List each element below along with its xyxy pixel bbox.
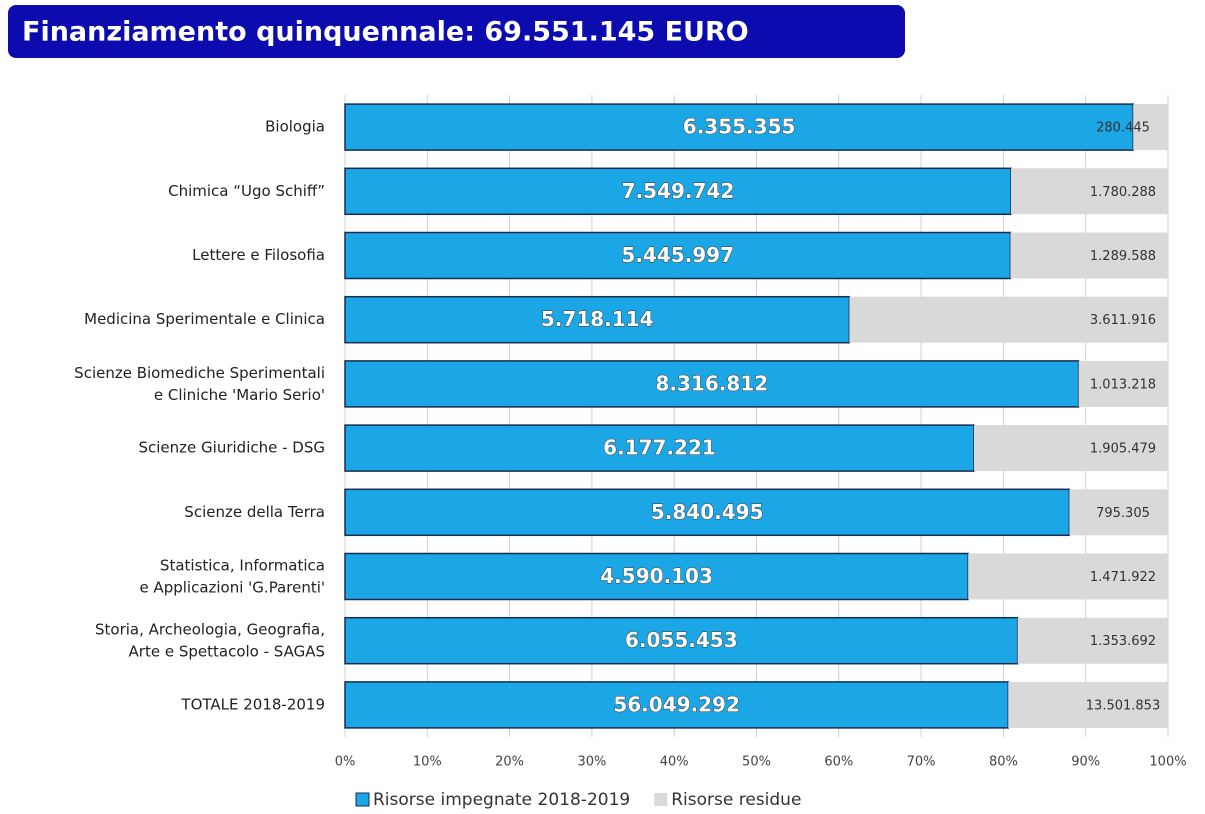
data-label: 7.549.742: [622, 179, 735, 203]
x-tick-label: 90%: [1071, 755, 1100, 770]
chart-title: Finanziamento quinquennale: 69.551.145 E…: [22, 17, 749, 48]
y-tick-label: Scienze della Terra: [184, 503, 325, 521]
legend-label: Risorse impegnate 2018-2019: [373, 790, 630, 810]
x-tick-label: 40%: [660, 755, 689, 770]
y-tick-label: Biologia: [265, 118, 325, 136]
data-label: 795.305: [1096, 506, 1150, 521]
x-tick-label: 60%: [824, 755, 853, 770]
bar-segment: [1010, 168, 1168, 215]
data-label: 3.611.916: [1090, 313, 1156, 328]
data-label: 1.471.922: [1090, 570, 1156, 585]
data-label: 5.718.114: [541, 307, 654, 331]
data-label: 1.780.288: [1090, 185, 1156, 200]
data-label: 6.177.221: [603, 436, 716, 460]
x-tick-label: 70%: [907, 755, 936, 770]
data-label: 1.905.479: [1090, 442, 1156, 457]
bar-segment: [344, 231, 1012, 280]
x-tick-label: 100%: [1149, 755, 1186, 770]
data-label: 5.445.997: [621, 243, 734, 267]
x-tick-label: 50%: [742, 755, 771, 770]
bar-segment: [344, 552, 969, 601]
y-tick-label: TOTALE 2018-2019: [180, 695, 325, 713]
bar-segment: [1008, 681, 1168, 728]
bar-segment: [344, 167, 1012, 216]
bar-segment: [973, 425, 1168, 472]
y-tick-label: Storia, Archeologia, Geografia, Arte e Sp…: [95, 620, 325, 660]
bar-segment: [1133, 104, 1168, 151]
x-tick-label: 20%: [495, 755, 524, 770]
bar-segment: [1017, 617, 1168, 664]
x-tick-label: 80%: [989, 755, 1018, 770]
bar-segment: [344, 295, 851, 344]
bar-segment: [344, 616, 1019, 665]
bar-segment: [344, 424, 975, 472]
data-label: 8.316.812: [656, 371, 769, 395]
y-tick-label: Chimica “Ugo Schiff”: [168, 182, 325, 200]
data-label: 1.289.588: [1090, 249, 1156, 264]
data-label: 56.049.292: [613, 692, 740, 716]
data-label: 1.353.692: [1090, 634, 1156, 649]
data-label: 280.445: [1096, 121, 1150, 136]
bar-segment: [1010, 232, 1168, 279]
legend-label: Risorse residue: [671, 790, 801, 810]
y-tick-label: Medicina Sperimentale e Clinica: [84, 310, 325, 328]
legend-swatch: [355, 792, 370, 807]
bar-segment: [344, 103, 1134, 151]
y-tick-label: Scienze Biomediche Sperimentali e Clinich…: [74, 363, 325, 403]
bar-segment: [849, 296, 1168, 343]
y-tick-label: Scienze Giuridiche - DSG: [139, 439, 326, 457]
data-label: 5.840.495: [651, 500, 764, 524]
bar-segment: [1078, 360, 1168, 407]
data-label: 4.590.103: [600, 564, 713, 588]
y-tick-label: Statistica, Informatica e Applicazioni 'G…: [139, 556, 325, 596]
data-label: 13.501.853: [1086, 698, 1160, 713]
x-tick-label: 10%: [413, 755, 442, 770]
x-tick-label: 30%: [577, 755, 606, 770]
bar-segment: [1069, 489, 1168, 536]
data-label: 6.055.453: [625, 628, 738, 652]
bar-segment: [344, 681, 1009, 729]
bar-segment: [968, 553, 1168, 600]
legend-swatch: [654, 793, 668, 806]
title-box: [8, 5, 905, 58]
data-label: 1.013.218: [1090, 377, 1156, 392]
y-tick-label: Lettere e Filosofia: [192, 246, 325, 264]
data-label: 6.355.355: [683, 115, 796, 139]
bar-segment: [344, 360, 1080, 408]
x-tick-label: 0%: [335, 755, 356, 770]
